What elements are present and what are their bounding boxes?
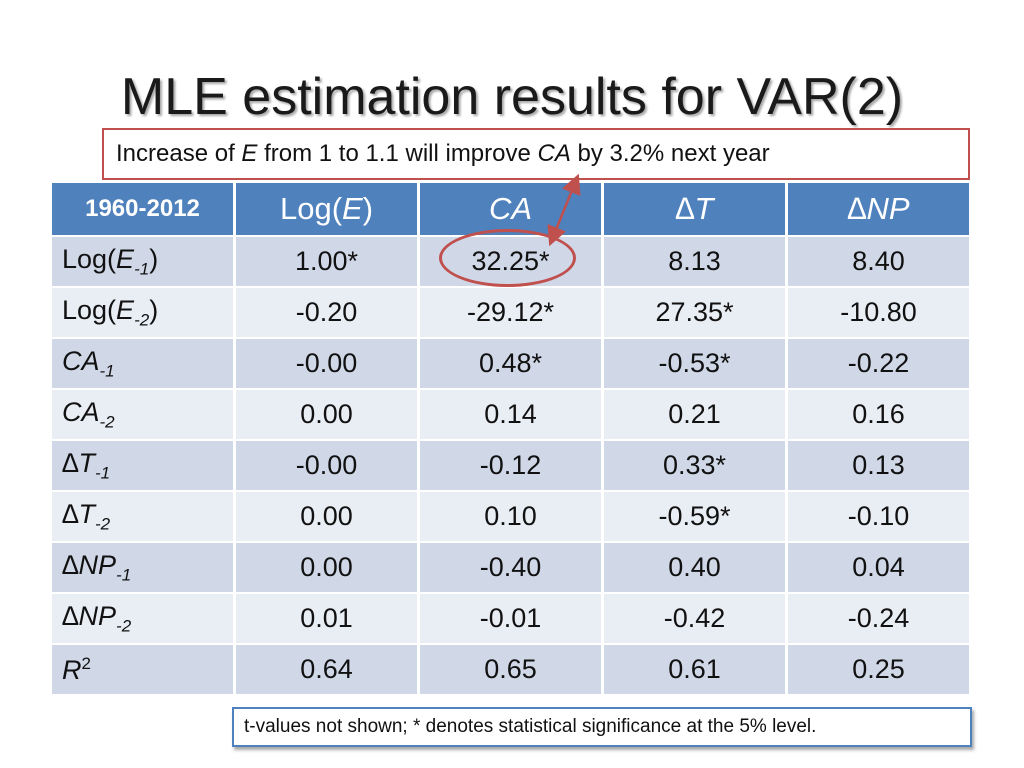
table-row: ∆NP-2 0.01 -0.01 -0.42 -0.24 xyxy=(52,594,972,645)
table-cell: 32.25* xyxy=(420,237,604,288)
column-header: Log(E) xyxy=(236,183,420,237)
callout-prefix: Increase of xyxy=(116,140,242,167)
table-cell: 8.40 xyxy=(788,237,972,288)
table-cell: 0.00 xyxy=(236,492,420,543)
callout-var-e: E xyxy=(241,140,258,167)
table-row: Log(E-2) -0.20 -29.12* 27.35* -10.80 xyxy=(52,288,972,339)
table-cell: -0.53* xyxy=(604,339,788,390)
table-cell: -0.20 xyxy=(236,288,420,339)
table-cell: -0.42 xyxy=(604,594,788,645)
table-cell: -0.59* xyxy=(604,492,788,543)
table-cell: 0.10 xyxy=(420,492,604,543)
table-cell: -0.10 xyxy=(788,492,972,543)
row-label: Log(E-2) xyxy=(52,288,236,339)
table-row: ∆T-2 0.00 0.10 -0.59* -0.10 xyxy=(52,492,972,543)
callout-box: Increase of E from 1 to 1.1 will improve… xyxy=(102,128,970,180)
results-table: 1960-2012 Log(E) CA ∆T ∆NP Log(E-1) 1.00… xyxy=(52,183,972,696)
table-corner-label: 1960-2012 xyxy=(52,183,236,237)
table-cell: 0.65 xyxy=(420,645,604,696)
table-cell: -0.01 xyxy=(420,594,604,645)
row-label: R2 xyxy=(52,645,236,696)
table-row: R2 0.64 0.65 0.61 0.25 xyxy=(52,645,972,696)
table-row: ∆T-1 -0.00 -0.12 0.33* 0.13 xyxy=(52,441,972,492)
table-row: ∆NP-1 0.00 -0.40 0.40 0.04 xyxy=(52,543,972,594)
table-row: CA-2 0.00 0.14 0.21 0.16 xyxy=(52,390,972,441)
table-cell: 0.01 xyxy=(236,594,420,645)
table-cell: -0.00 xyxy=(236,339,420,390)
table-cell: -0.22 xyxy=(788,339,972,390)
row-label: ∆NP-2 xyxy=(52,594,236,645)
row-label: CA-1 xyxy=(52,339,236,390)
table-cell: 0.33* xyxy=(604,441,788,492)
table-cell: -0.00 xyxy=(236,441,420,492)
table-cell: -0.40 xyxy=(420,543,604,594)
column-header: CA xyxy=(420,183,604,237)
row-label: Log(E-1) xyxy=(52,237,236,288)
table-cell: 0.00 xyxy=(236,543,420,594)
row-label: ∆NP-1 xyxy=(52,543,236,594)
table-row: CA-1 -0.00 0.48* -0.53* -0.22 xyxy=(52,339,972,390)
column-header: ∆NP xyxy=(788,183,972,237)
table-cell: 0.16 xyxy=(788,390,972,441)
table-cell: 0.48* xyxy=(420,339,604,390)
callout-suffix: by 3.2% next year xyxy=(570,140,770,167)
table-row: Log(E-1) 1.00* 32.25* 8.13 8.40 xyxy=(52,237,972,288)
callout-var-ca: CA xyxy=(537,140,571,167)
row-label: ∆T-2 xyxy=(52,492,236,543)
table-cell: 0.14 xyxy=(420,390,604,441)
table-cell: -0.24 xyxy=(788,594,972,645)
row-label: ∆T-1 xyxy=(52,441,236,492)
table-cell: -10.80 xyxy=(788,288,972,339)
table-cell: 0.13 xyxy=(788,441,972,492)
callout-middle: from 1 to 1.1 will improve xyxy=(257,140,538,167)
table-cell: 0.25 xyxy=(788,645,972,696)
table-cell: 0.64 xyxy=(236,645,420,696)
table-cell: 0.04 xyxy=(788,543,972,594)
row-label: CA-2 xyxy=(52,390,236,441)
column-header: ∆T xyxy=(604,183,788,237)
footnote-box: t-values not shown; * denotes statistica… xyxy=(232,707,972,747)
table-cell: 1.00* xyxy=(236,237,420,288)
table-cell: -29.12* xyxy=(420,288,604,339)
table-cell: 0.00 xyxy=(236,390,420,441)
slide-title: MLE estimation results for VAR(2) xyxy=(120,68,904,126)
table-cell: 0.61 xyxy=(604,645,788,696)
table-cell: 27.35* xyxy=(604,288,788,339)
table-cell: 8.13 xyxy=(604,237,788,288)
table-cell: -0.12 xyxy=(420,441,604,492)
table-cell: 0.40 xyxy=(604,543,788,594)
table-cell: 0.21 xyxy=(604,390,788,441)
table-header-row: 1960-2012 Log(E) CA ∆T ∆NP xyxy=(52,183,972,237)
